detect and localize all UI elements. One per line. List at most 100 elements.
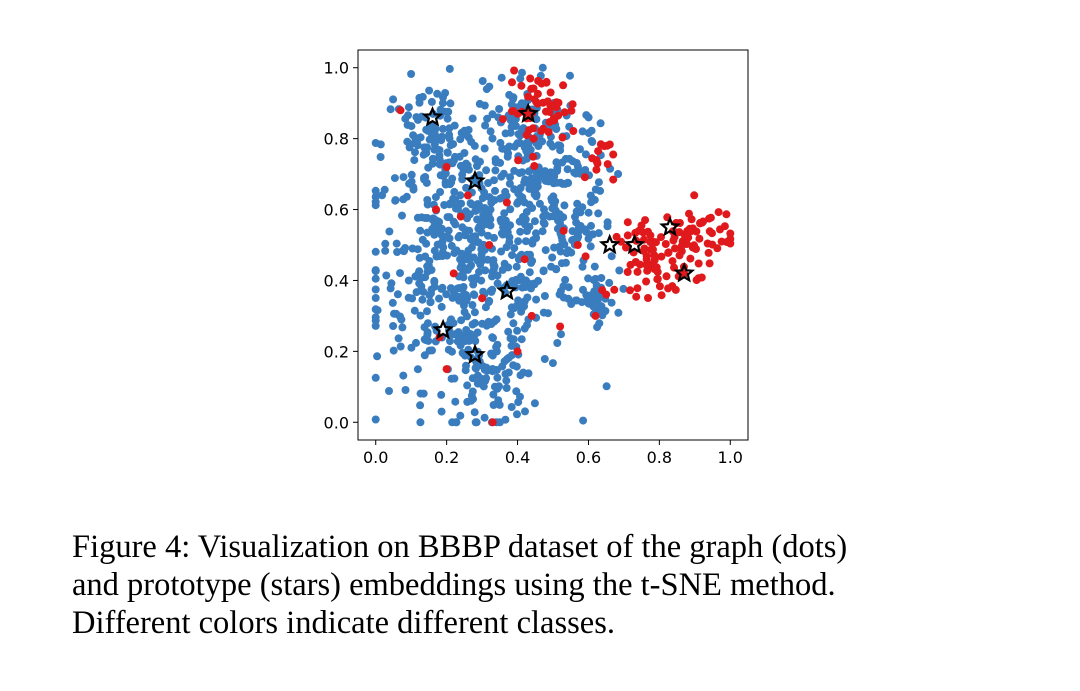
- red-class-point: [705, 259, 714, 268]
- red-class-point: [526, 74, 535, 83]
- blue-class-point: [516, 272, 525, 281]
- blue-class-point: [467, 137, 476, 146]
- blue-class-point: [584, 274, 593, 283]
- blue-class-point: [417, 282, 426, 291]
- blue-class-point: [566, 71, 574, 80]
- red-class-point: [559, 81, 568, 90]
- blue-class-point: [578, 127, 587, 136]
- blue-class-point: [524, 167, 533, 176]
- prototype-star-marker: [464, 169, 486, 191]
- red-class-point: [662, 272, 671, 281]
- blue-class-point: [438, 132, 446, 141]
- blue-class-point: [478, 222, 487, 230]
- blue-class-point: [487, 287, 496, 296]
- red-class-point: [549, 114, 558, 123]
- blue-class-point: [508, 251, 517, 260]
- blue-class-point: [423, 228, 432, 237]
- blue-class-point: [449, 217, 458, 226]
- blue-class-point: [457, 260, 466, 269]
- blue-class-point: [472, 206, 481, 215]
- blue-class-point: [418, 295, 427, 304]
- blue-class-point: [532, 295, 541, 304]
- blue-class-point: [548, 253, 557, 262]
- blue-class-point: [443, 114, 452, 123]
- red-class-point: [705, 227, 714, 236]
- blue-class-point: [450, 187, 459, 196]
- blue-class-point: [441, 89, 450, 97]
- red-class-point: [537, 79, 546, 88]
- red-class-point: [664, 284, 673, 293]
- blue-class-point: [550, 172, 559, 181]
- blue-class-point: [426, 297, 435, 306]
- blue-class-point: [477, 245, 486, 254]
- blue-class-point: [491, 186, 499, 195]
- blue-class-point: [371, 201, 380, 210]
- blue-class-point: [415, 253, 424, 262]
- red-class-point: [685, 224, 694, 233]
- x-tick-label: 0.8: [647, 448, 672, 467]
- blue-class-point: [523, 279, 532, 287]
- blue-class-point: [446, 141, 455, 150]
- red-class-point: [657, 252, 666, 261]
- blue-class-point: [490, 176, 498, 185]
- blue-class-point: [462, 183, 471, 192]
- blue-class-point: [482, 321, 491, 330]
- red-class-point: [648, 245, 657, 254]
- blue-class-point: [512, 262, 521, 271]
- caption-line-3: Different colors indicate different clas…: [72, 605, 615, 641]
- blue-class-point: [520, 324, 529, 333]
- blue-class-point: [522, 139, 531, 147]
- red-class-point: [633, 284, 642, 293]
- blue-class-point: [497, 247, 506, 256]
- blue-class-point: [497, 172, 506, 181]
- blue-class-point: [403, 137, 412, 146]
- x-tick-label: 0.4: [505, 448, 530, 467]
- blue-class-point: [538, 63, 547, 72]
- blue-class-point: [557, 330, 565, 339]
- blue-class-point: [371, 192, 380, 201]
- blue-class-point: [462, 255, 471, 264]
- blue-class-point: [507, 403, 516, 411]
- blue-class-point: [500, 259, 509, 268]
- blue-class-point: [471, 418, 480, 427]
- blue-class-point: [423, 196, 432, 204]
- red-class-point: [602, 290, 611, 299]
- red-class-point: [591, 311, 600, 320]
- blue-class-point: [444, 226, 453, 235]
- blue-class-point: [408, 244, 417, 253]
- blue-class-point: [607, 298, 616, 307]
- blue-class-point: [548, 359, 557, 368]
- red-class-point: [456, 212, 465, 221]
- blue-class-point: [520, 198, 529, 207]
- red-class-point: [644, 227, 652, 236]
- red-class-point: [463, 191, 472, 200]
- blue-class-point: [459, 273, 468, 282]
- blue-class-point: [481, 121, 490, 130]
- blue-class-point: [601, 307, 610, 315]
- red-class-point: [546, 88, 555, 97]
- blue-class-point: [439, 243, 448, 252]
- blue-class-point: [490, 263, 499, 271]
- blue-class-point: [519, 368, 528, 377]
- blue-class-point: [436, 105, 445, 114]
- red-class-point: [530, 162, 539, 170]
- blue-class-point: [430, 282, 439, 291]
- red-class-point: [677, 242, 686, 250]
- blue-class-point: [496, 158, 505, 167]
- blue-class-point: [463, 312, 471, 321]
- red-class-point: [537, 126, 546, 135]
- red-class-point: [626, 260, 635, 269]
- red-class-point: [720, 222, 729, 231]
- blue-class-point: [576, 222, 585, 230]
- blue-class-point: [587, 137, 596, 145]
- blue-class-point: [371, 373, 380, 382]
- blue-class-point: [405, 179, 414, 188]
- blue-class-point: [415, 98, 424, 107]
- blue-class-point: [461, 366, 470, 375]
- blue-class-point: [424, 336, 433, 345]
- blue-class-point: [552, 178, 561, 187]
- blue-class-point: [521, 237, 530, 246]
- blue-class-point: [488, 134, 497, 143]
- blue-class-point: [523, 293, 532, 302]
- red-class-point: [642, 277, 651, 286]
